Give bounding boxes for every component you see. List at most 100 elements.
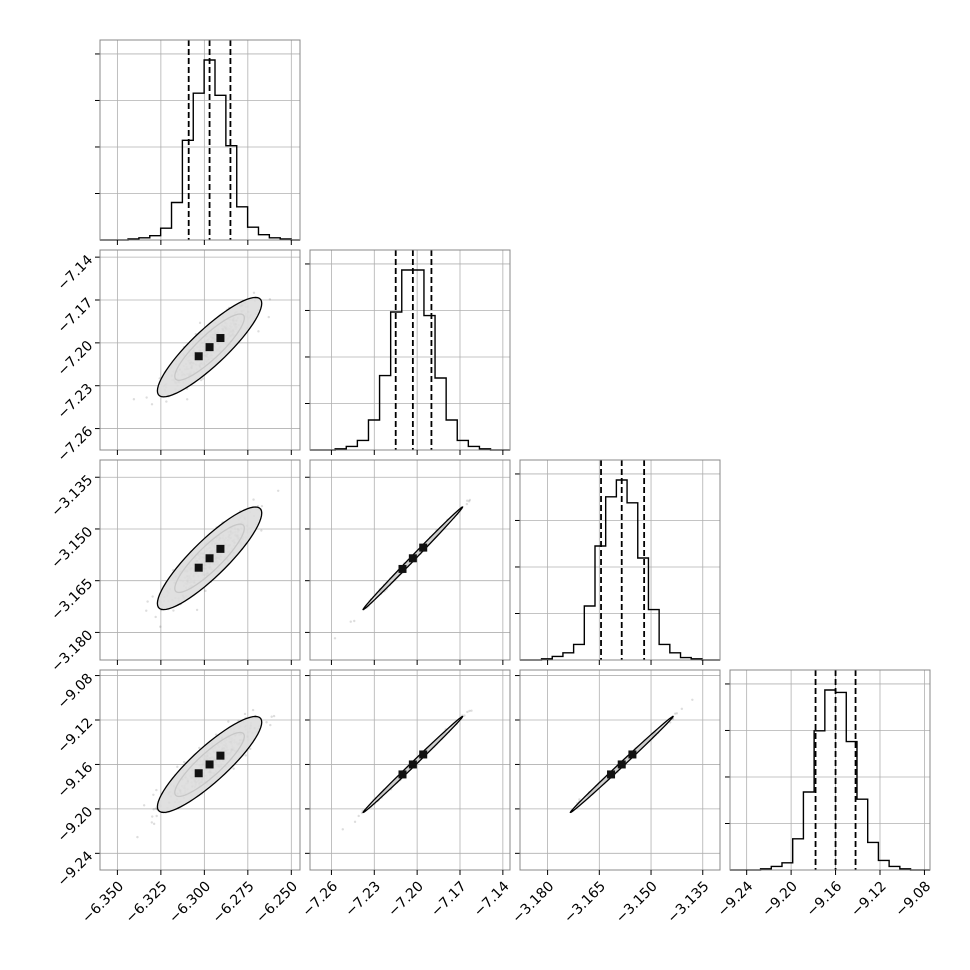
panel-3-1 [305,669,511,875]
panel-2-2 [515,459,721,665]
x-tick-label: −3.180 [509,878,557,926]
histogram-0 [100,59,300,241]
x-tick-label: −3.150 [613,878,661,926]
scatter-point [159,625,162,628]
scatter-point [145,396,148,399]
scatter-point [249,747,252,750]
scatter-point [150,403,154,406]
scatter-point [268,298,272,301]
scatter-points [132,291,272,406]
scatter-point [668,721,672,724]
scatter-point [269,723,272,727]
panel-frame [99,459,301,661]
density-core-1 [408,760,417,769]
panel-frame [99,669,301,871]
scatter-point [227,720,230,723]
scatter-point [176,765,179,769]
scatter-point [132,398,136,401]
scatter-point [272,714,276,718]
scatter-point [267,315,270,319]
panel-frame [99,249,301,451]
x-tick-label: −9.16 [804,878,846,920]
scatter-point [341,828,344,831]
scatter-point [466,710,469,714]
density-core-2 [216,334,225,343]
scatter-points [145,489,280,628]
scatter-point [136,835,139,839]
scatter-point [578,798,581,801]
scatter-point [151,595,154,598]
y-tick-label: −3.165 [48,576,96,624]
density-core-1 [617,760,626,769]
scatter-points [341,709,473,831]
y-tick-label: −7.23 [55,381,97,423]
scatter-point [333,637,337,640]
x-tick-label: −6.300 [166,878,214,926]
scatter-point [465,499,469,502]
x-tick-label: −9.08 [893,878,935,920]
x-tick-label: −7.26 [300,878,342,920]
scatter-point [691,698,694,701]
x-tick-label: −9.12 [848,878,890,920]
panel-frame [519,459,721,661]
scatter-point [232,767,235,770]
scatter-point [155,788,158,792]
density-core-1 [205,343,214,352]
scatter-point [675,712,679,715]
scatter-point [155,814,158,818]
x-tick-label: −9.20 [759,878,801,920]
scatter-point [172,609,175,612]
scatter-point [260,529,263,532]
y-tick-label: −9.16 [55,759,97,801]
scatter-point [151,815,154,818]
panel-2-0 [95,459,301,665]
scatter-point [183,760,186,764]
x-tick-label: −7.17 [428,878,470,920]
scatter-point [673,712,677,715]
scatter-point [468,709,471,713]
panel-0-0 [95,39,301,245]
scatter-point [270,715,273,718]
scatter-point [353,820,357,824]
y-tick-label: −9.24 [55,848,97,890]
histogram-3 [730,689,930,871]
panel-frame [309,669,511,871]
scatter-point [204,589,207,593]
scatter-point [152,822,156,826]
scatter-point [154,615,157,619]
panel-frame [309,459,511,661]
scatter-point [349,620,352,623]
y-tick-label: −9.12 [55,715,97,757]
scatter-point [357,814,360,818]
density-core-1 [205,760,214,769]
scatter-point [244,754,248,757]
scatter-point [158,377,161,380]
scatter-point [152,793,155,796]
density-core-2 [216,751,225,760]
scatter-point [470,709,473,712]
x-tick-label: −6.250 [253,878,301,926]
scatter-point [251,708,255,712]
scatter-point [199,378,203,382]
scatter-points [333,498,472,640]
x-tick-label: −6.325 [123,878,171,926]
scatter-point [463,714,466,717]
y-tick-label: −7.14 [55,252,97,294]
density-core-0 [194,352,203,361]
scatter-point [146,600,149,603]
scatter-point [252,498,255,501]
scatter-point [195,608,199,612]
density-core-0 [194,769,203,778]
y-tick-label: −3.150 [48,524,96,572]
x-tick-label: −7.20 [385,878,427,920]
x-tick-label: −3.165 [561,878,609,926]
y-tick-label: −9.08 [55,671,97,713]
scatter-point [265,721,268,724]
panel-frame [99,39,301,241]
scatter-point [150,821,153,824]
panel-2-1 [305,459,511,665]
x-tick-label: −6.275 [210,878,258,926]
x-tick-label: −3.135 [665,878,713,926]
scatter-point [165,400,168,403]
panel-frame [519,669,721,871]
